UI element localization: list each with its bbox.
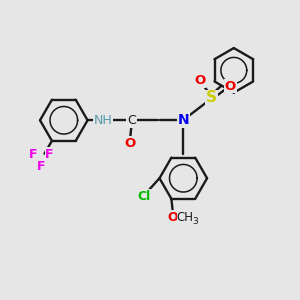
Text: F: F	[29, 148, 38, 161]
Text: O: O	[225, 80, 236, 93]
Text: F: F	[45, 148, 54, 161]
Text: O: O	[168, 211, 178, 224]
Text: O: O	[194, 74, 206, 87]
Text: N: N	[178, 113, 189, 127]
Text: CH: CH	[177, 211, 194, 224]
Text: C: C	[127, 114, 136, 127]
Text: S: S	[206, 91, 217, 106]
Text: NH: NH	[94, 114, 112, 127]
Text: Cl: Cl	[137, 190, 151, 202]
Text: 3: 3	[192, 217, 198, 226]
Text: F: F	[37, 160, 46, 172]
Text: O: O	[124, 137, 136, 150]
